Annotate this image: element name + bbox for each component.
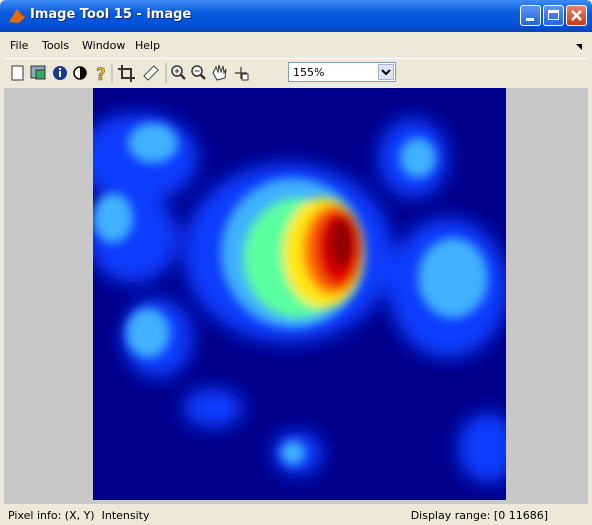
zoom-value: 155% [293, 66, 324, 79]
pixel-region-icon[interactable] [235, 67, 248, 80]
zoom-combo[interactable]: 155% [288, 62, 396, 82]
minimize-button[interactable] [520, 5, 541, 26]
image[interactable] [93, 88, 506, 500]
menu-item[interactable]: File [10, 39, 28, 52]
menu-item[interactable]: Tools [42, 39, 69, 52]
svg-text:?: ? [96, 65, 106, 85]
new-figure-icon[interactable] [12, 66, 23, 80]
window: Image Tool 15 - image File Tools Window … [0, 0, 592, 525]
menu-item[interactable]: Help [135, 39, 160, 52]
pixel-info: Pixel info: (X, Y) Intensity [8, 509, 149, 522]
dropdown-button[interactable] [378, 64, 394, 80]
maximize-button[interactable] [543, 5, 564, 26]
contrast-icon[interactable] [74, 67, 86, 79]
window-title: Image Tool 15 - image [30, 7, 191, 22]
zoom-in-icon[interactable] [172, 66, 185, 79]
status-bar: Pixel info: (X, Y) Intensity Display ran… [4, 505, 588, 525]
help-icon[interactable]: ? [96, 65, 106, 85]
info-icon[interactable] [53, 66, 67, 80]
app-icon [8, 7, 26, 25]
menu-bar: File Tools Window Help [4, 36, 588, 56]
menu-item[interactable]: Window [82, 39, 125, 52]
crop-icon[interactable] [118, 65, 135, 82]
display-range: Display range: [0 11686] [411, 509, 548, 522]
zoom-out-icon[interactable] [192, 66, 205, 79]
image-viewport [4, 88, 588, 504]
overview-icon[interactable] [31, 66, 45, 79]
dock-arrow[interactable] [576, 42, 584, 50]
pan-icon[interactable] [213, 65, 226, 80]
close-button[interactable] [566, 5, 587, 26]
measure-icon[interactable] [144, 66, 158, 80]
title-bar: Image Tool 15 - image [0, 0, 592, 32]
